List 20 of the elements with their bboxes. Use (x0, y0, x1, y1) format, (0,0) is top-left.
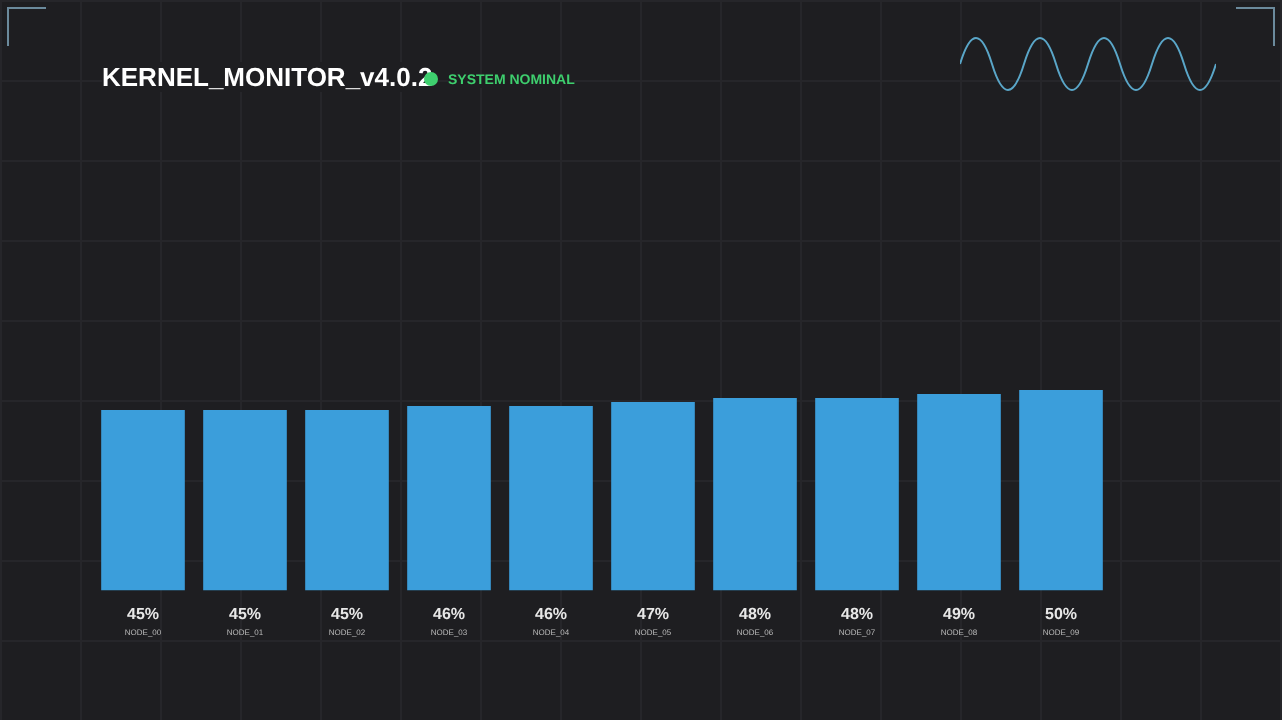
data-label: 48% (738, 604, 772, 623)
data-label: 45% (330, 604, 364, 623)
bar (509, 406, 593, 591)
bar (917, 394, 1001, 591)
data-label: 46% (534, 604, 568, 623)
bar (407, 406, 491, 591)
data-label: 48% (840, 604, 874, 623)
data-label: 50% (1044, 604, 1078, 623)
data-label: 46% (432, 604, 466, 623)
bar (713, 398, 797, 591)
bar (611, 402, 695, 591)
bar (305, 410, 389, 591)
bar (815, 398, 899, 591)
bar (101, 410, 185, 591)
bar (203, 410, 287, 591)
data-label: 47% (636, 604, 670, 623)
bar (1019, 390, 1103, 591)
data-label: 49% (942, 604, 976, 623)
data-label: 45% (228, 604, 262, 623)
data-label: 45% (126, 604, 160, 623)
